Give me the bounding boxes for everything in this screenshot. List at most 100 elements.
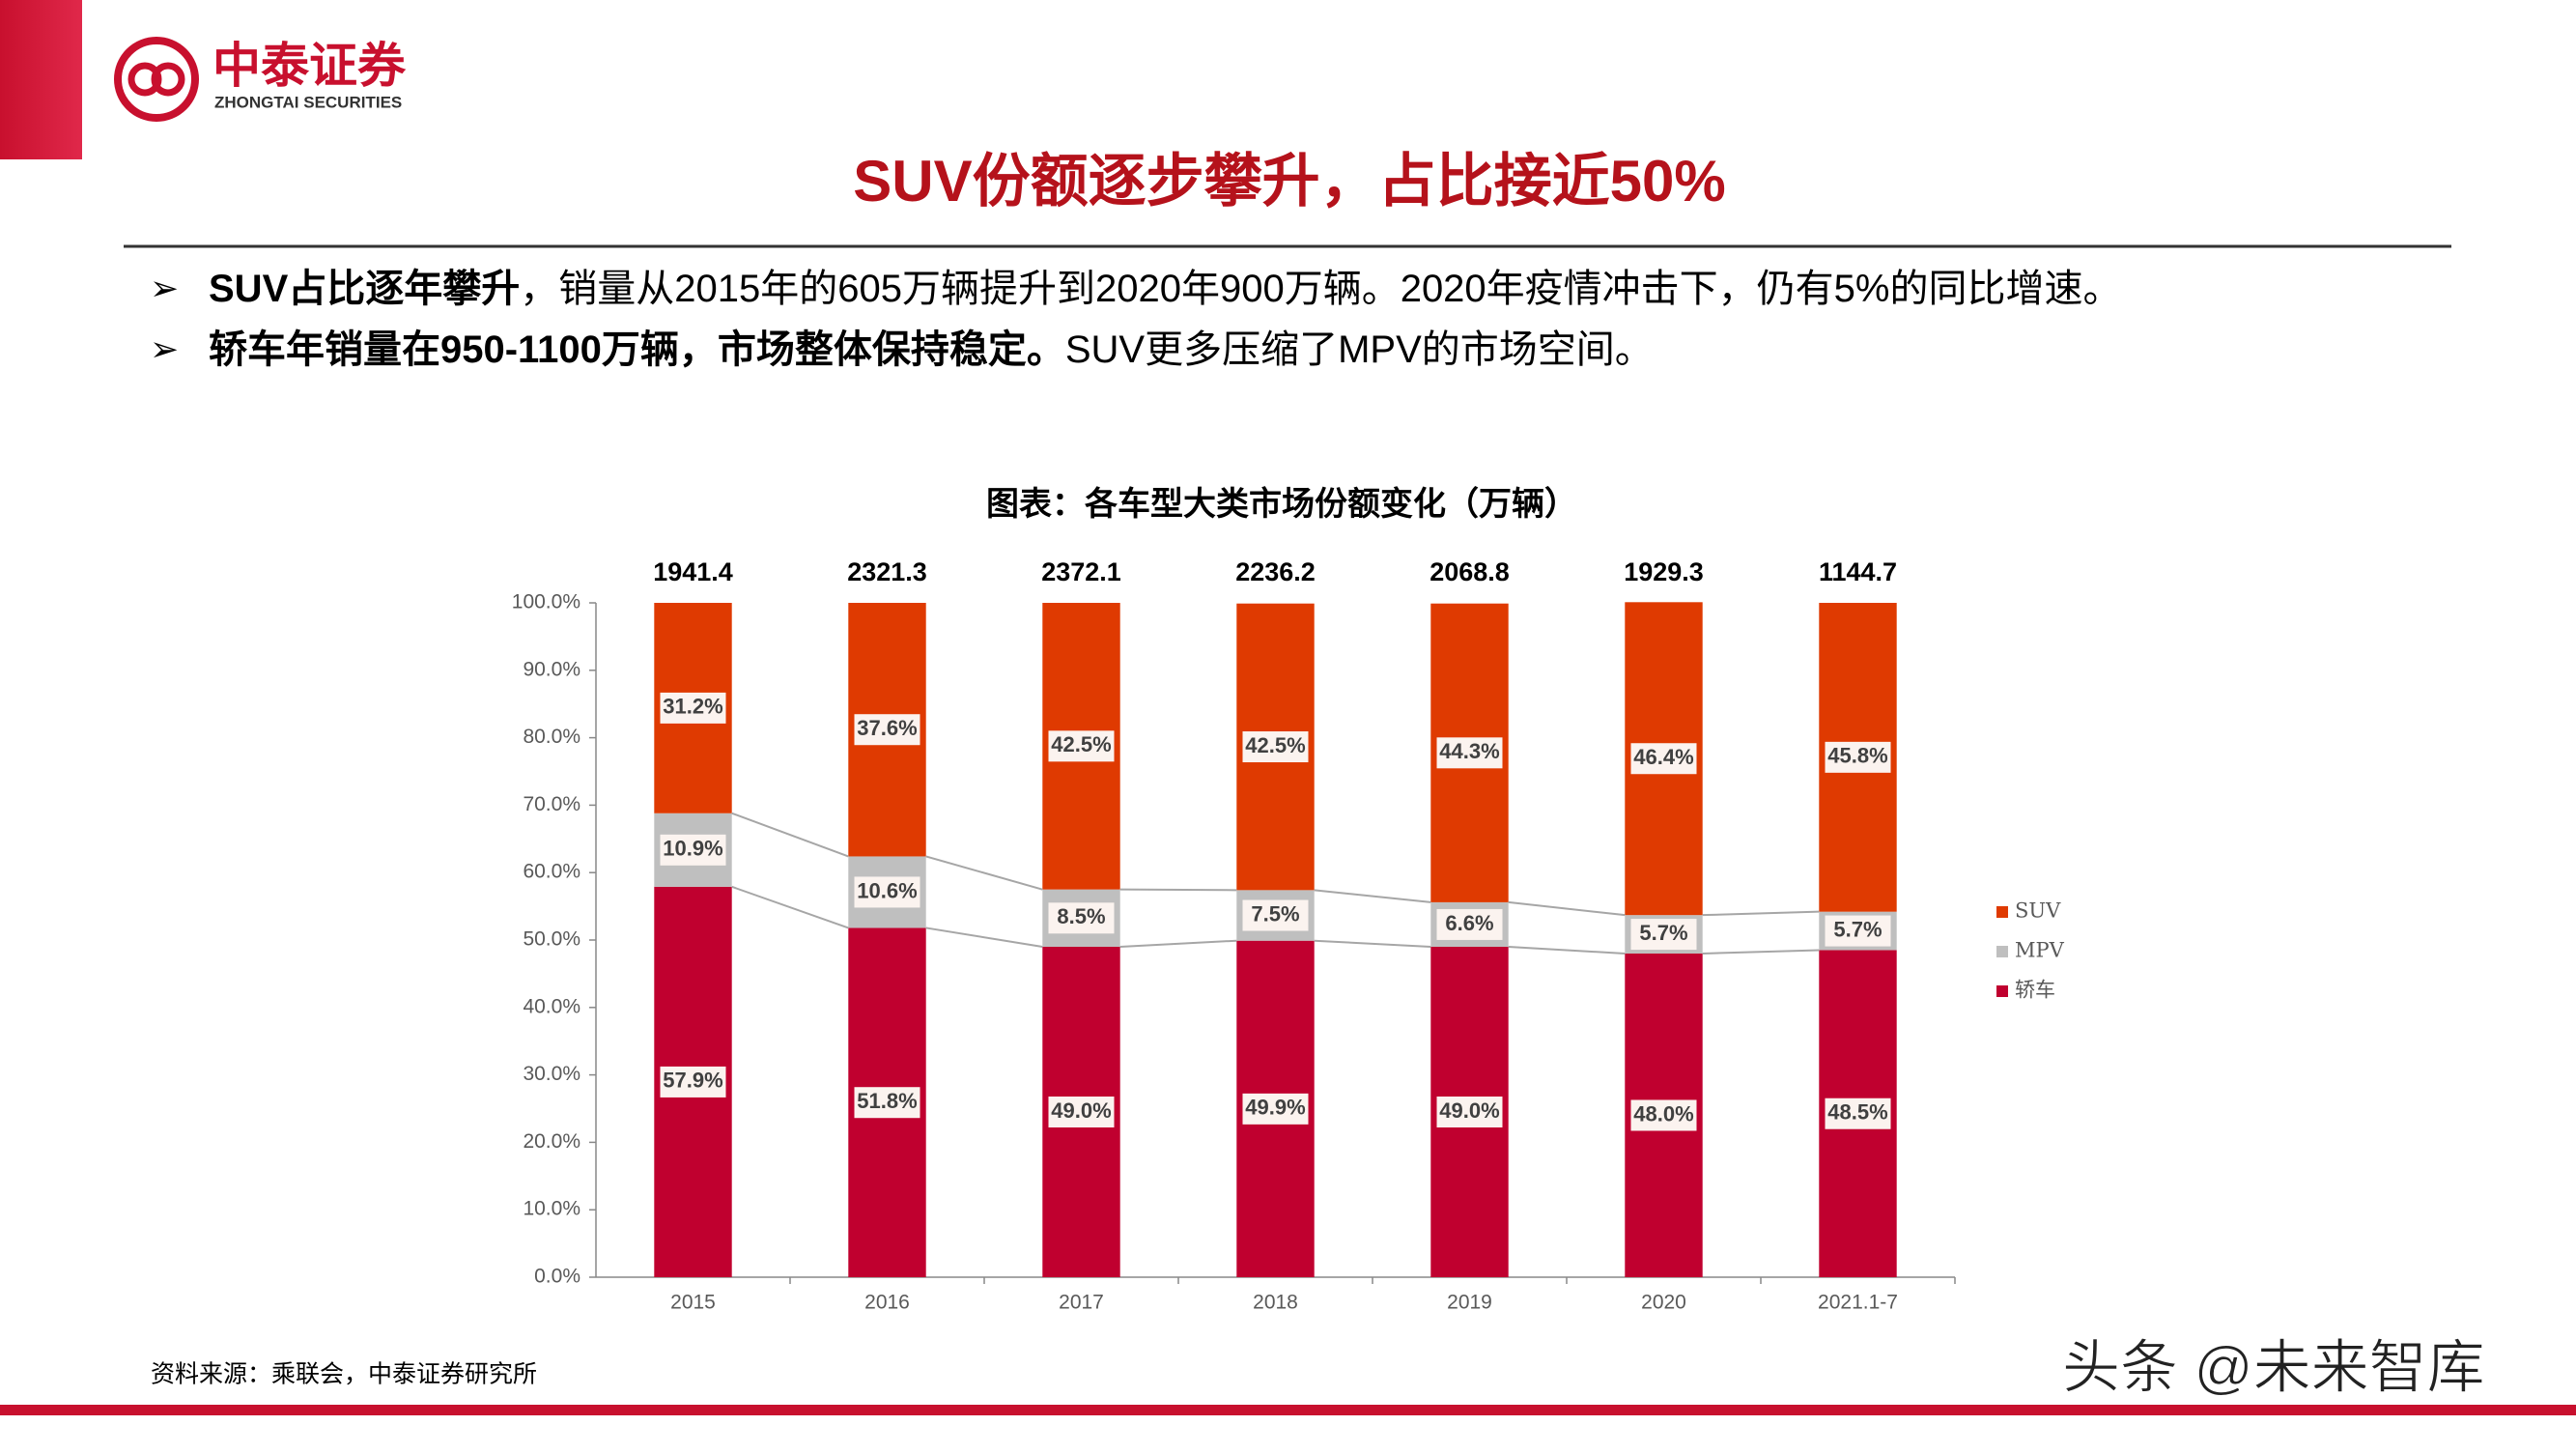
value-label: 37.6% [857,716,917,740]
value-label: 48.5% [1827,1100,1887,1125]
y-tick-label: 50.0% [523,928,580,951]
series-connector [731,812,849,858]
x-tick-label: 2020 [1641,1292,1686,1314]
value-label-box [1436,908,1503,940]
legend-swatch [1996,906,2008,918]
value-label-box [1436,1096,1503,1127]
series-connector [1702,910,1820,917]
value-label: 45.8% [1827,744,1887,768]
legend-label: MPV [2015,939,2065,962]
total-label: 1929.3 [1624,557,1704,586]
total-label: 1144.7 [1819,557,1897,586]
series-connector [1314,889,1431,903]
x-tick-label: 2017 [1059,1292,1104,1314]
value-label: 7.5% [1251,901,1299,926]
value-label: 49.0% [1439,1098,1499,1123]
series-connector [1702,949,1820,955]
y-tick-label: 40.0% [523,995,580,1017]
y-tick-label: 100.0% [512,591,580,613]
series-connector [1119,888,1237,892]
x-tick-label: 2015 [670,1292,716,1314]
x-tick-label: 2019 [1447,1292,1492,1314]
x-tick-label: 2018 [1253,1292,1298,1314]
brand-en: ZHONGTAI SECURITIES [214,93,402,111]
total-label: 2068.8 [1430,557,1510,586]
value-label-box [854,876,920,908]
value-label: 5.7% [1639,921,1687,945]
value-label-box [1825,1098,1891,1129]
value-label-box [1630,1099,1697,1131]
y-tick-label: 60.0% [523,861,580,883]
bullet-text: SUV更多压缩了MPV的市场空间。 [1065,328,1654,371]
value-label-box [1630,743,1697,775]
value-label: 57.9% [663,1069,722,1093]
value-label: 31.2% [663,695,722,719]
series-connector [731,885,849,929]
x-tick-label: 2016 [864,1292,910,1314]
value-label: 49.0% [1051,1098,1111,1123]
legend-label: SUV [2015,899,2061,923]
series-connector [1508,945,1626,955]
total-label: 2321.3 [847,557,927,586]
value-label-box [1242,1093,1309,1125]
value-label-box [1242,899,1309,931]
logo [114,37,199,122]
series-connector [925,927,1043,948]
value-label-box [1048,730,1115,762]
y-tick-label: 20.0% [523,1130,580,1153]
value-label-box [660,1066,726,1098]
value-label: 10.6% [857,878,917,902]
total-label: 2372.1 [1041,557,1121,586]
bullet: 轿车年销量在950-1100万辆，市场整体保持稳定。SUV更多压缩了MPV的市场… [209,328,1654,371]
value-label: 8.5% [1057,904,1105,928]
bottom-bar [0,1405,2576,1415]
value-label: 42.5% [1245,733,1305,757]
slide-title: SUV份额逐步攀升，占比接近50% [853,149,1725,214]
value-label: 44.3% [1439,739,1499,763]
value-label-box [854,714,920,746]
chart-title: 图表：各车型大类市场份额变化（万辆） [986,485,1577,524]
series-connector [1314,939,1431,948]
legend-label: 轿车 [2015,979,2055,1002]
bullet: SUV占比逐年攀升，销量从2015年的605万辆提升到2020年900万辆。20… [209,268,2122,310]
bullet-arrow: ➢ [150,329,179,369]
y-tick-label: 0.0% [534,1266,580,1288]
value-label-box [1048,1096,1115,1127]
value-label-box [1048,902,1115,934]
bullet-bold: 轿车年销量在950-1100万辆，市场整体保持稳定。 [209,328,1065,371]
series-connector [1508,900,1626,917]
value-label: 5.7% [1833,917,1882,941]
legend-swatch [1996,985,2008,997]
value-label-box [660,834,726,866]
value-label-box [1825,741,1891,773]
bullet-arrow: ➢ [150,269,179,308]
y-tick-label: 30.0% [523,1063,580,1085]
value-label-box [1825,915,1891,947]
value-label: 51.8% [857,1089,917,1113]
corner-block [0,0,82,159]
y-tick-label: 10.0% [523,1198,580,1220]
y-tick-label: 90.0% [523,658,580,680]
value-label: 49.9% [1245,1096,1305,1120]
value-label: 10.9% [663,837,722,861]
y-tick-label: 70.0% [523,793,580,815]
value-label-box [1630,919,1697,951]
value-label: 6.6% [1445,911,1493,935]
value-label-box [660,692,726,724]
bullet-bold: SUV占比逐年攀升 [209,268,520,310]
value-label: 42.5% [1051,732,1111,756]
series-connector [925,855,1043,891]
value-label-box [1436,737,1503,769]
legend-swatch [1996,946,2008,957]
total-label: 1941.4 [653,557,733,586]
bullet-text: ，销量从2015年的605万辆提升到2020年900万辆。2020年疫情冲击下，… [520,268,2121,310]
source: 资料来源：乘联会，中泰证券研究所 [151,1360,537,1388]
value-label-box [854,1087,920,1119]
brand: 中泰证券 [212,39,407,93]
series-connector [1119,939,1237,948]
y-tick-label: 80.0% [523,726,580,748]
value-label-box [1242,731,1309,763]
value-label: 46.4% [1633,745,1693,769]
